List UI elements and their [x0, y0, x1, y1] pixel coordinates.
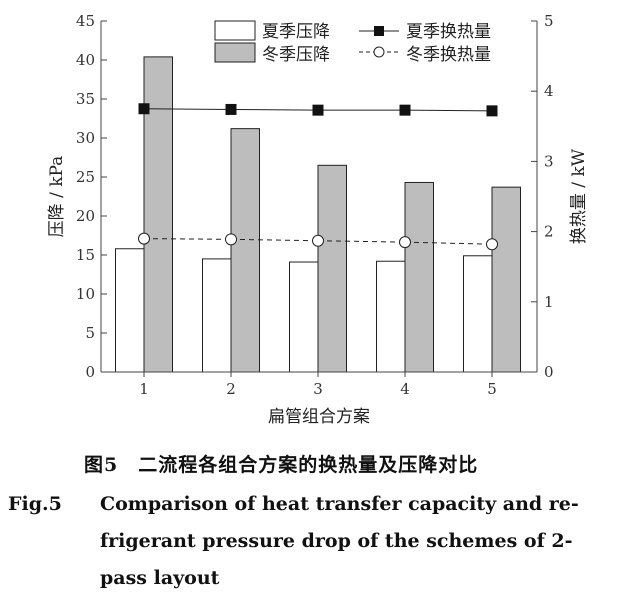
legend-marker-winter-heat — [373, 46, 385, 58]
x-axis-label: 扁管组合方案 — [268, 407, 370, 427]
right-tick-label: 1 — [544, 293, 554, 311]
right-tick-label: 2 — [544, 223, 554, 241]
right-axis-label: 换热量 / kW — [569, 148, 589, 244]
bar-winter-pressure-drop — [404, 181, 434, 373]
right-tick-label: 4 — [544, 82, 554, 100]
bar-winter-pressure-drop — [317, 164, 347, 373]
legend-swatch-winter-pressure — [214, 42, 256, 63]
left-tick-label: 15 — [76, 246, 95, 264]
caption-line: Comparison of heat transfer capacity and… — [100, 493, 579, 515]
left-tick-label: 20 — [76, 207, 95, 225]
left-tick-label: 10 — [76, 285, 95, 303]
x-tick-label: 5 — [487, 380, 497, 398]
caption-line: frigerant pressure drop of the schemes o… — [100, 530, 573, 552]
legend-label: 冬季压降 — [262, 45, 330, 65]
bar-summer-pressure-drop — [202, 258, 232, 373]
bar-winter-pressure-drop — [491, 186, 521, 373]
bar-summer-pressure-drop — [463, 255, 493, 373]
legend-marker-summer-heat — [374, 26, 384, 36]
marker-summer-heat — [312, 104, 324, 116]
legend-label: 夏季换热量 — [406, 22, 491, 42]
line-segment-winter-heat — [404, 241, 493, 245]
marker-summer-heat — [138, 103, 150, 115]
line-segment-summer-heat — [230, 108, 319, 111]
right-tick-label: 3 — [544, 152, 554, 170]
line-segment-summer-heat — [404, 109, 493, 112]
marker-summer-heat — [399, 104, 411, 116]
bar-summer-pressure-drop — [115, 248, 145, 373]
left-axis-label: 压降 / kPa — [47, 156, 67, 238]
figure-caption-chinese: 图5 二流程各组合方案的换热量及压降对比 — [84, 454, 479, 476]
line-segment-winter-heat — [230, 238, 319, 242]
marker-winter-heat — [312, 234, 324, 247]
left-tick-label: 40 — [76, 51, 95, 69]
left-tick-label: 35 — [76, 90, 95, 108]
marker-winter-heat — [486, 238, 498, 251]
legend-swatch-summer-pressure — [214, 20, 256, 41]
bar-winter-pressure-drop — [230, 128, 260, 373]
bar-summer-pressure-drop — [289, 261, 319, 373]
left-tick-label: 45 — [76, 12, 95, 30]
line-segment-summer-heat — [143, 108, 232, 110]
right-tick-label: 5 — [544, 12, 554, 30]
x-tick-label: 1 — [139, 380, 149, 398]
marker-winter-heat — [399, 236, 411, 249]
marker-summer-heat — [486, 105, 498, 117]
left-tick-label: 25 — [76, 168, 95, 186]
marker-winter-heat — [225, 233, 237, 246]
right-tick-label: 0 — [544, 363, 554, 381]
x-tick-label: 4 — [400, 380, 410, 398]
line-segment-winter-heat — [317, 240, 406, 243]
line-segment-winter-heat — [143, 238, 232, 240]
left-tick-label: 5 — [85, 324, 95, 342]
figure-caption-english: Fig.5 Comparison of heat transfer capacit… — [8, 486, 633, 597]
legend-label: 夏季压降 — [262, 22, 330, 42]
x-tick-label: 3 — [313, 380, 323, 398]
legend-label: 冬季换热量 — [406, 45, 491, 65]
bar-summer-pressure-drop — [376, 260, 406, 373]
figure-label: Fig.5 — [8, 493, 62, 515]
left-tick-label: 30 — [76, 129, 95, 147]
marker-winter-heat — [138, 232, 150, 245]
caption-line: pass layout — [100, 567, 220, 589]
x-tick-label: 2 — [226, 380, 236, 398]
left-tick-label: 0 — [85, 363, 95, 381]
marker-summer-heat — [225, 103, 237, 115]
